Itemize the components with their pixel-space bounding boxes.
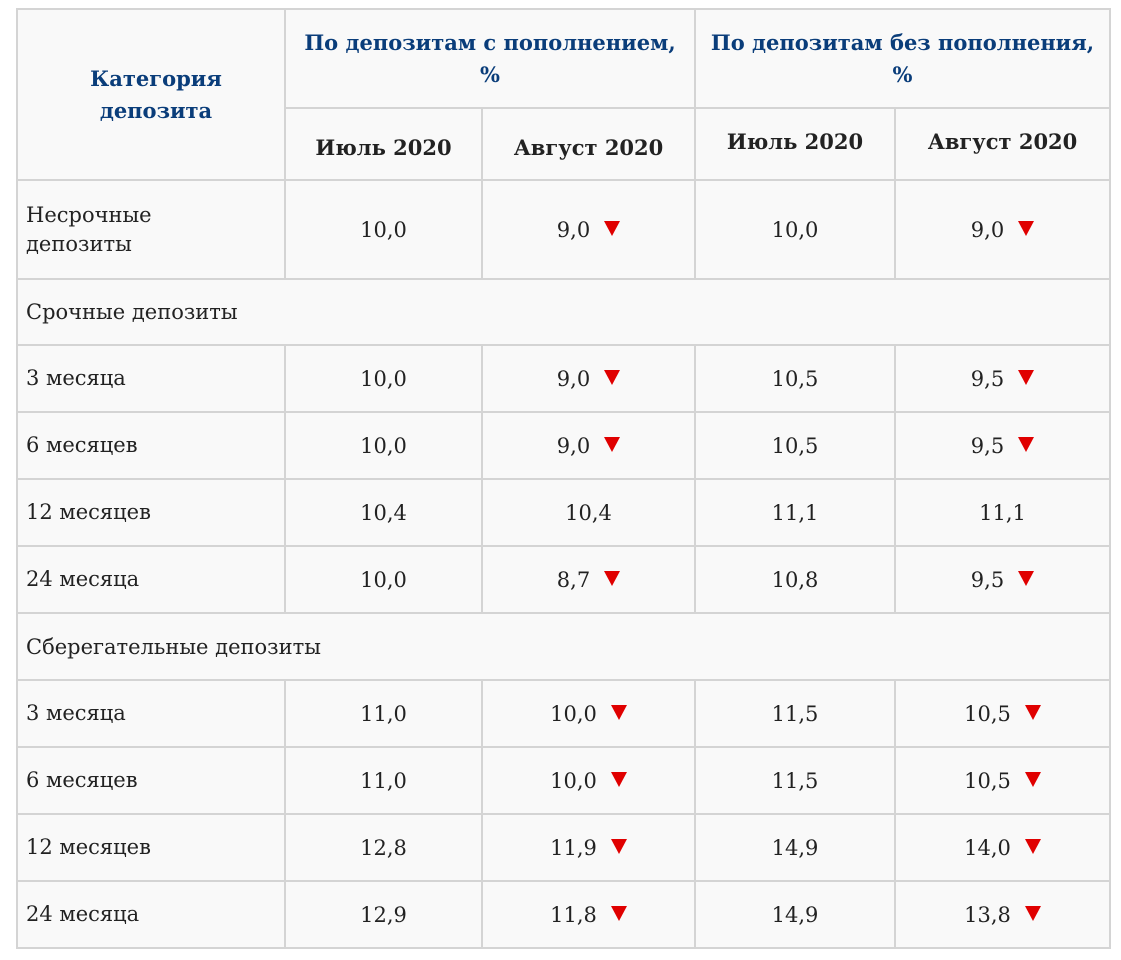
- rate-cell: 9,5: [893, 545, 1112, 614]
- rate-cell: 10,0: [694, 179, 896, 280]
- rate-cell: 11,9: [481, 813, 696, 882]
- rate-cell: 14,9: [694, 813, 896, 882]
- rate-cell: 14,9: [694, 880, 896, 949]
- rate-cell: 9,5: [893, 344, 1112, 413]
- rate-cell: 11,5: [694, 746, 896, 815]
- rate-cell: 11,0: [284, 746, 483, 815]
- row-label: 3 месяца: [16, 344, 286, 413]
- decrease-arrow-icon: [610, 838, 627, 854]
- rate-cell: 8,7: [481, 545, 696, 614]
- with-topup-header: По депозитам с пополнением, %: [284, 8, 696, 109]
- rate-cell: 11,5: [694, 679, 896, 748]
- rates-table-container: Категория депозита По депозитам с пополн…: [15, 8, 1112, 949]
- term-deposits-body: 3 месяца 10,0 9,0 10,5 9,5 6 месяцев 10,0 9,0 10…: [16, 344, 1112, 614]
- decrease-arrow-icon: [1024, 838, 1041, 854]
- row-label: 12 месяцев: [16, 813, 286, 882]
- rate-cell: 10,5: [694, 411, 896, 480]
- row-label: 6 месяцев: [16, 746, 286, 815]
- rate-cell: 10,5: [893, 746, 1112, 815]
- decrease-arrow-icon: [1018, 369, 1035, 385]
- decrease-arrow-icon: [1018, 570, 1035, 586]
- row-label: Несрочные депозиты: [16, 179, 286, 280]
- savings-deposits-body: 3 месяца 11,0 10,0 11,5 10,5 6 месяцев 11,0 10,…: [16, 679, 1112, 949]
- rate-cell: 12,8: [284, 813, 483, 882]
- row-label: 3 месяца: [16, 679, 286, 748]
- section-row: Сберегательные депозиты: [15, 612, 1112, 681]
- rate-cell: 11,1: [893, 478, 1112, 547]
- decrease-arrow-icon: [610, 771, 627, 787]
- decrease-arrow-icon: [604, 369, 621, 385]
- rate-cell: 10,0: [284, 545, 483, 614]
- section-label-term: Срочные депозиты: [15, 278, 1112, 346]
- decrease-arrow-icon: [1024, 704, 1041, 720]
- table-row: 6 месяцев 10,0 9,0 10,5 9,5: [16, 411, 1112, 480]
- row-label: 24 месяца: [16, 545, 286, 614]
- row-label: 24 месяца: [16, 880, 286, 949]
- month-header: Август 2020: [893, 107, 1112, 181]
- rate-cell: 11,1: [694, 478, 896, 547]
- month-header: Август 2020: [481, 107, 696, 181]
- month-header: Июль 2020: [694, 107, 896, 181]
- section-label-savings: Сберегательные депозиты: [15, 612, 1112, 681]
- rate-cell: 9,5: [893, 411, 1112, 480]
- without-topup-header: По депозитам без пополнения, %: [693, 8, 1112, 109]
- rate-cell: 10,8: [694, 545, 896, 614]
- rate-cell: 10,0: [284, 344, 483, 413]
- month-header: Июль 2020: [284, 107, 483, 181]
- table-row: Несрочные депозиты 10,0 9,0 10,0 9,0: [16, 179, 1112, 280]
- decrease-arrow-icon: [1024, 771, 1041, 787]
- row-label: 12 месяцев: [16, 478, 286, 547]
- decrease-arrow-icon: [1024, 905, 1041, 921]
- rate-cell: 10,5: [893, 679, 1112, 748]
- table-row: 24 месяца 12,9 11,8 14,9 13,8: [16, 880, 1112, 949]
- rate-cell: 9,0: [481, 411, 696, 480]
- decrease-arrow-icon: [604, 436, 621, 452]
- rate-cell: 11,8: [481, 880, 696, 949]
- rate-cell: 10,0: [284, 179, 483, 280]
- decrease-arrow-icon: [604, 570, 621, 586]
- decrease-arrow-icon: [1018, 220, 1035, 236]
- rate-cell: 9,0: [481, 179, 696, 280]
- rate-cell: 10,4: [481, 478, 696, 547]
- rate-cell: 10,0: [284, 411, 483, 480]
- rate-cell: 12,9: [284, 880, 483, 949]
- table-row: 24 месяца 10,0 8,7 10,8 9,5: [16, 545, 1112, 614]
- decrease-arrow-icon: [610, 704, 627, 720]
- row-label: 6 месяцев: [16, 411, 286, 480]
- table-row: 6 месяцев 11,0 10,0 11,5 10,5: [16, 746, 1112, 815]
- table-row: 12 месяцев 10,4 10,4 11,1 11,1: [16, 478, 1112, 547]
- rate-cell: 11,0: [284, 679, 483, 748]
- rate-cell: 13,8: [893, 880, 1112, 949]
- rate-cell: 10,5: [694, 344, 896, 413]
- decrease-arrow-icon: [610, 905, 627, 921]
- decrease-arrow-icon: [1018, 436, 1035, 452]
- rate-cell: 14,0: [893, 813, 1112, 882]
- rate-cell: 9,0: [893, 179, 1112, 280]
- rate-cell: 10,0: [481, 746, 696, 815]
- decrease-arrow-icon: [604, 220, 621, 236]
- rate-cell: 10,4: [284, 478, 483, 547]
- table-row: 3 месяца 10,0 9,0 10,5 9,5: [16, 344, 1112, 413]
- deposit-rates-table: Категория депозита По депозитам с пополн…: [15, 8, 1112, 949]
- section-row: Срочные депозиты: [15, 278, 1112, 346]
- rate-cell: 10,0: [481, 679, 696, 748]
- header-row-groups: Категория депозита По депозитам с пополн…: [16, 8, 1112, 181]
- table-row: 12 месяцев 12,8 11,9 14,9 14,0: [16, 813, 1112, 882]
- rate-cell: 9,0: [481, 344, 696, 413]
- category-header: Категория депозита: [16, 8, 286, 181]
- table-row: 3 месяца 11,0 10,0 11,5 10,5: [16, 679, 1112, 748]
- header-row-months: Июль 2020 Август 2020 Июль 2020 Август 2…: [17, 107, 1112, 181]
